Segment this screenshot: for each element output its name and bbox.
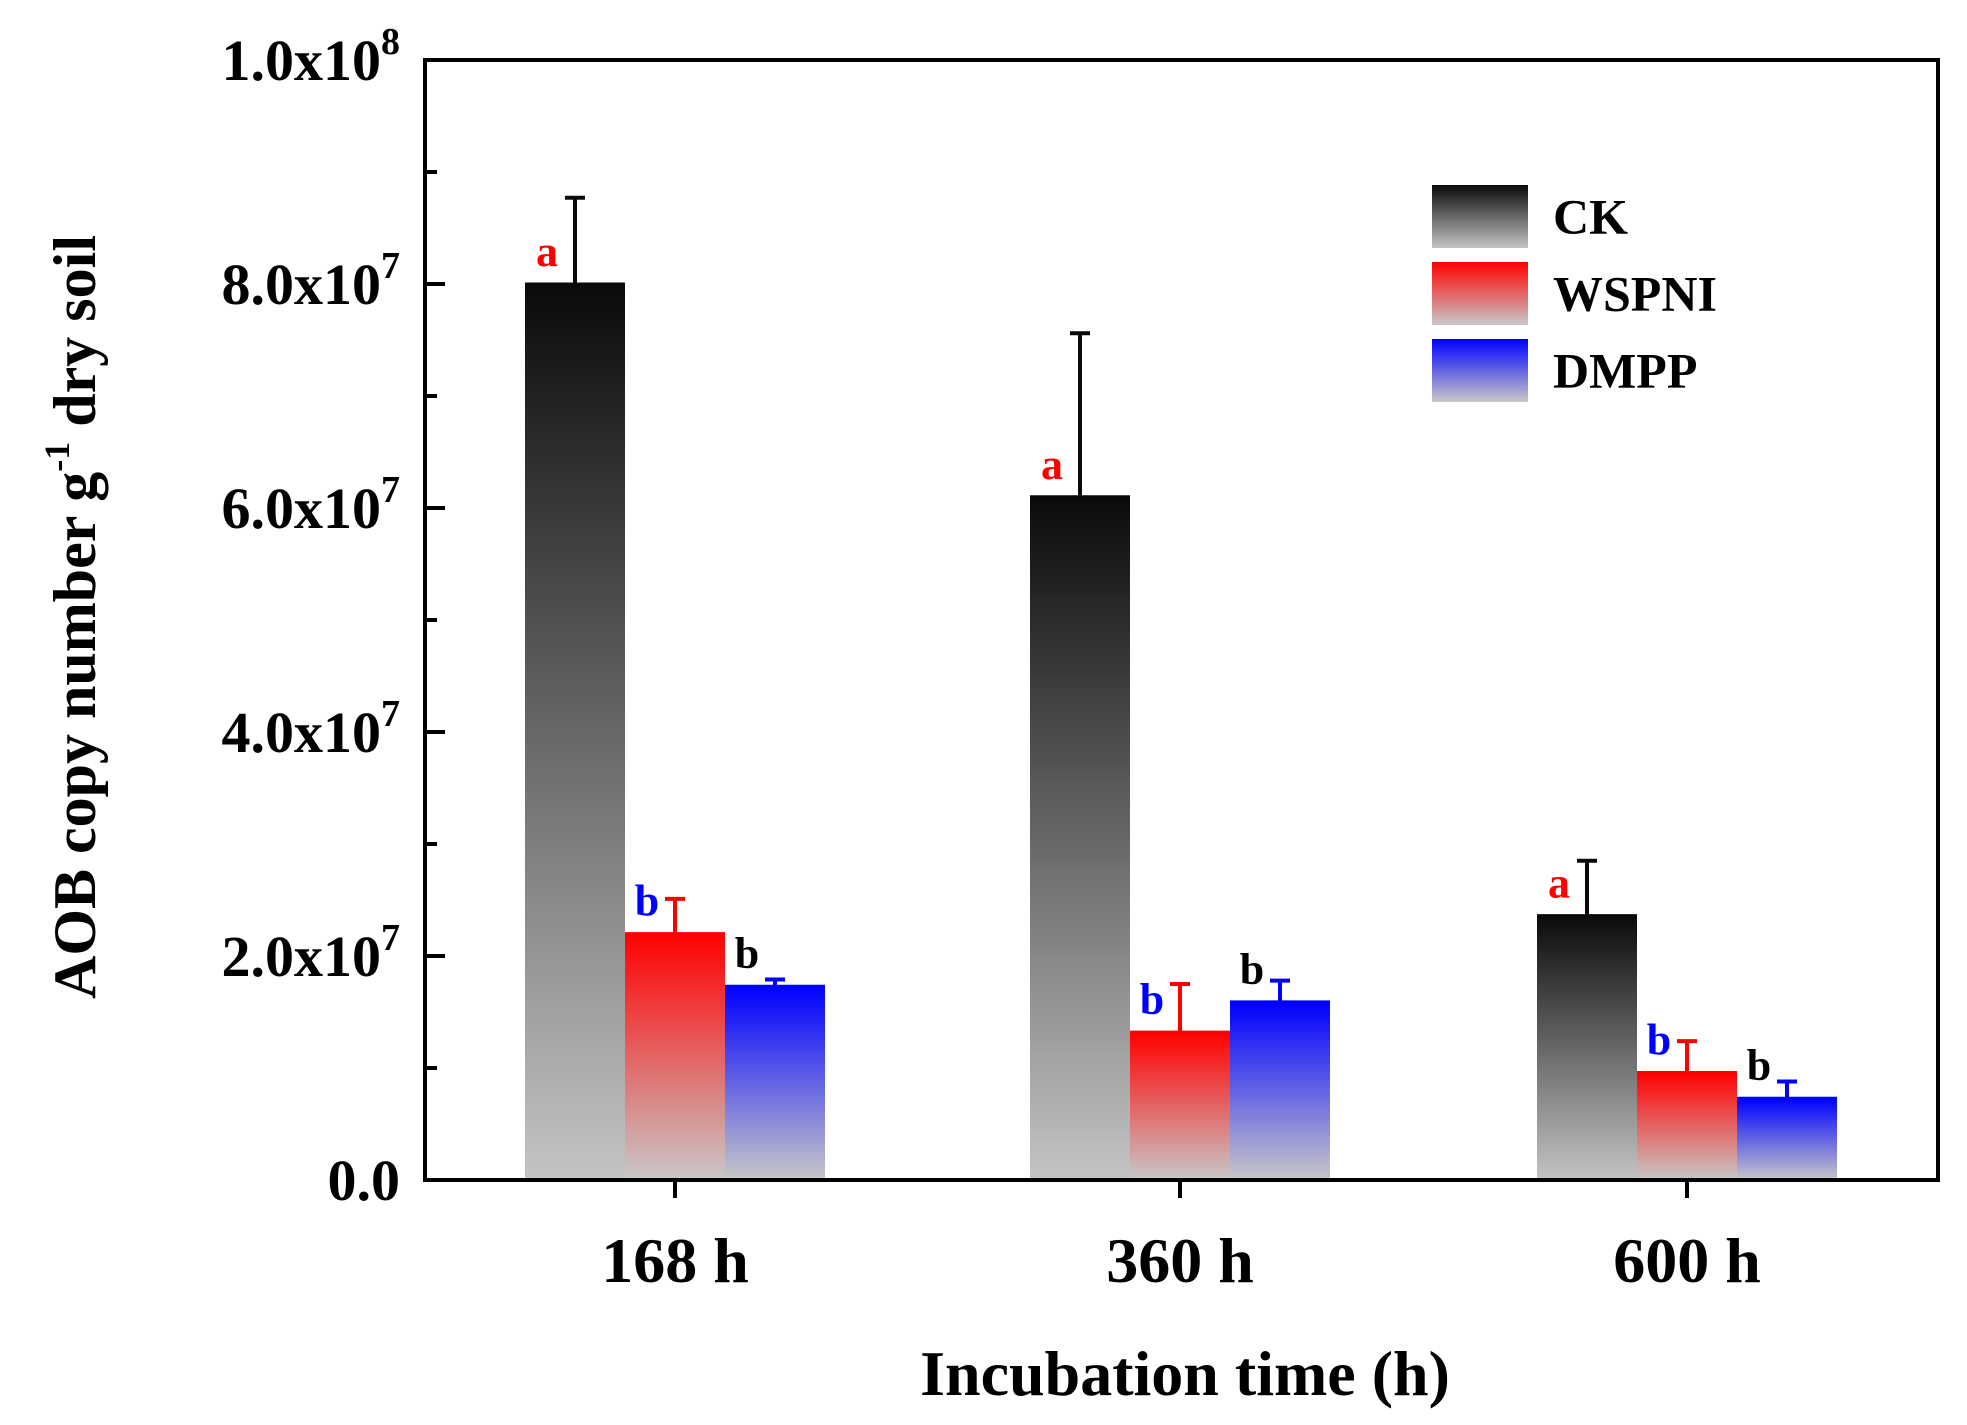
significance-letter-dmpp-1: b [1240, 945, 1264, 994]
x-tick-label: 168 h [601, 1225, 749, 1296]
error-bar-wspni-2 [1677, 1039, 1697, 1073]
axes-layer: 0.0 2.0x107 4.0x107 6.0x107 8.0x107 1.0x108 16… [222, 21, 1761, 1296]
significance-letter-ck-0: a [536, 227, 558, 276]
significance-letter-ck-1: a [1041, 440, 1063, 489]
legend-item-dmpp: DMPP [1432, 339, 1697, 402]
bar-wspni-2 [1637, 1072, 1737, 1180]
significance-letter-wspni-1: b [1140, 975, 1164, 1024]
significance-letter-wspni-2: b [1647, 1015, 1671, 1064]
error-bar-wspni-1 [1170, 982, 1190, 1033]
bars-layer [525, 282, 1837, 1180]
error-bar-wspni-0 [665, 896, 685, 934]
error-bars-layer [565, 195, 1797, 1099]
significance-letter-dmpp-0: b [735, 929, 759, 978]
y-tick-label: 1.0x108 [222, 21, 401, 93]
significance-letter-dmpp-2: b [1747, 1041, 1771, 1090]
y-tick-label: 0.0 [328, 1148, 401, 1213]
bar-wspni-0 [625, 933, 725, 1180]
legend-label-dmpp: DMPP [1553, 343, 1697, 399]
x-axis-label: Incubation time (h) [920, 1338, 1450, 1409]
legend-label-ck: CK [1553, 189, 1628, 245]
bar-ck-1 [1030, 496, 1130, 1180]
legend-swatch-dmpp [1432, 339, 1528, 402]
bar-dmpp-2 [1737, 1098, 1837, 1180]
error-bar-dmpp-1 [1270, 978, 1290, 1002]
legend-label-wspni: WSPNI [1553, 266, 1717, 322]
y-tick-label: 6.0x107 [222, 469, 401, 541]
error-bar-dmpp-0 [765, 977, 785, 987]
error-bar-ck-1 [1070, 331, 1090, 497]
legend-item-ck: CK [1432, 185, 1628, 248]
bar-ck-2 [1537, 915, 1637, 1180]
x-tick-label: 600 h [1613, 1225, 1761, 1296]
legend: CK WSPNI DMPP [1432, 185, 1717, 402]
x-tick-label: 360 h [1106, 1225, 1254, 1296]
y-axis-label-prefix: AOB copy number g [42, 472, 108, 999]
error-bar-dmpp-2 [1777, 1079, 1797, 1099]
bar-ck-0 [525, 284, 625, 1180]
y-tick-label: 8.0x107 [222, 245, 401, 317]
bar-wspni-1 [1130, 1032, 1230, 1180]
bar-dmpp-0 [725, 986, 825, 1180]
significance-letters-layer: a b b a b b a b b [536, 227, 1771, 1090]
y-axis-label: AOB copy number g-1 dry soil [37, 235, 108, 999]
y-axis-label-suffix: dry soil [42, 235, 108, 442]
legend-swatch-wspni [1432, 262, 1528, 325]
bar-dmpp-1 [1230, 1001, 1330, 1180]
error-bar-ck-0 [565, 195, 585, 284]
error-bar-ck-2 [1577, 858, 1597, 916]
significance-letter-wspni-0: b [635, 877, 659, 926]
significance-letter-ck-2: a [1548, 859, 1570, 908]
legend-item-wspni: WSPNI [1432, 262, 1717, 325]
y-axis-label-superscript: -1 [37, 442, 77, 472]
legend-swatch-ck [1432, 185, 1528, 248]
y-tick-label: 2.0x107 [222, 917, 401, 989]
y-tick-label: 4.0x107 [222, 693, 401, 765]
